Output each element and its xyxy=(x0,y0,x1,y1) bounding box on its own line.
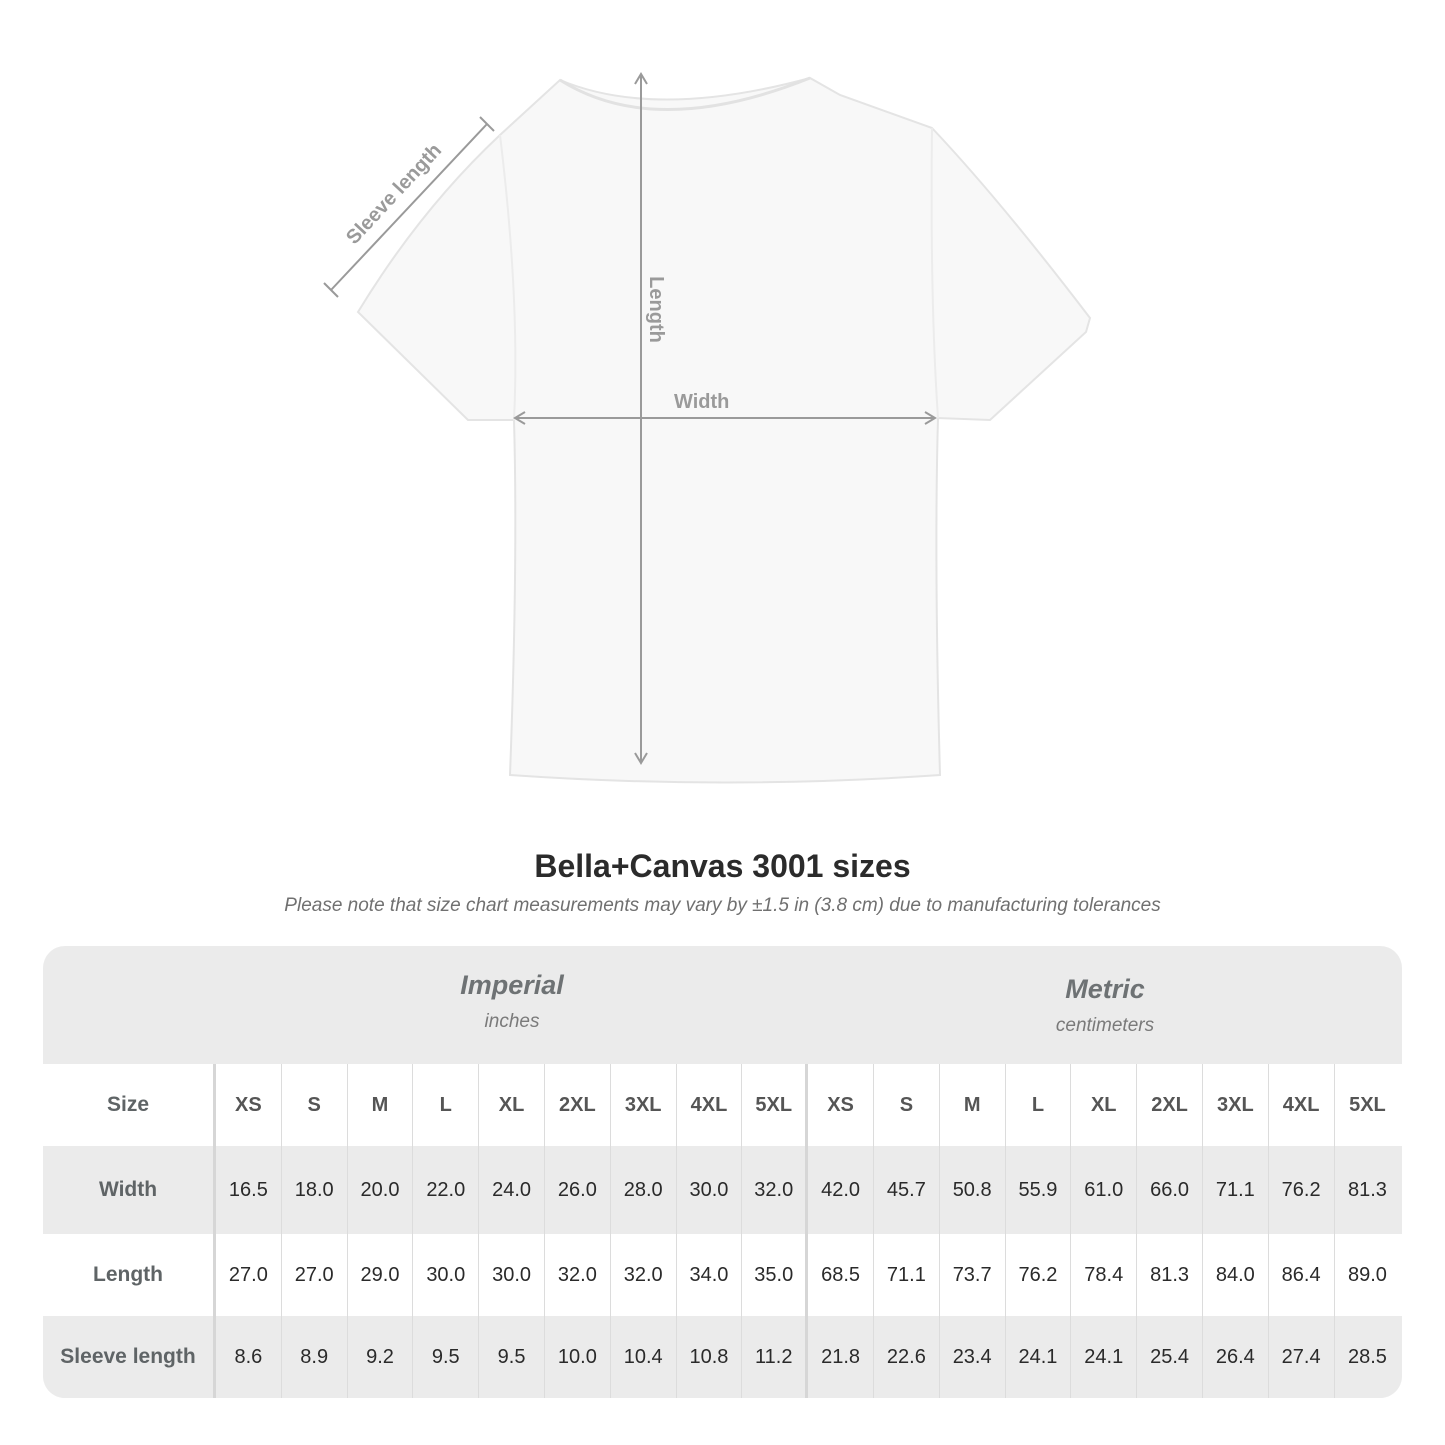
row-label: Width xyxy=(43,1146,216,1234)
metric-value-cell: 76.2 xyxy=(1006,1234,1072,1316)
imperial-value-cell: 32.0 xyxy=(742,1146,809,1234)
imperial-value-cell: 29.0 xyxy=(348,1234,414,1316)
size-header-cell: L xyxy=(413,1064,480,1146)
metric-value-cell: 23.4 xyxy=(940,1316,1006,1398)
row-label: Sleeve length xyxy=(43,1316,216,1398)
length-label: Length xyxy=(644,276,667,343)
size-header-cell: S xyxy=(282,1064,348,1146)
size-header-cell: M xyxy=(940,1064,1006,1146)
size-header-cell: XS xyxy=(808,1064,874,1146)
metric-value-cell: 76.2 xyxy=(1269,1146,1335,1234)
metric-value-cell: 22.6 xyxy=(874,1316,940,1398)
imperial-value-cell: 10.0 xyxy=(545,1316,611,1398)
imperial-title: Imperial xyxy=(460,970,564,1000)
table-row: Sleeve length 8.6 8.9 9.2 9.5 9.5 10.0 10.4 10.8… xyxy=(43,1316,1402,1398)
size-header-cell: XL xyxy=(1071,1064,1138,1146)
width-label: Width xyxy=(674,391,730,413)
size-header-cell: XL xyxy=(479,1064,545,1146)
metric-value-cell: 81.3 xyxy=(1137,1234,1203,1316)
metric-value-cell: 71.1 xyxy=(1203,1146,1269,1234)
metric-value-cell: 86.4 xyxy=(1269,1234,1335,1316)
imperial-value-cell: 22.0 xyxy=(413,1146,480,1234)
metric-value-cell: 61.0 xyxy=(1071,1146,1138,1234)
metric-value-cell: 84.0 xyxy=(1203,1234,1269,1316)
tshirt-diagram xyxy=(323,72,1092,784)
size-header-row: Size XS S M L XL 2XL 3XL 4XL 5XL XS S M L XL 2XL 3XL 4XL 5… xyxy=(43,1064,1402,1146)
metric-value-cell: 55.9 xyxy=(1006,1146,1072,1234)
imperial-value-cell: 32.0 xyxy=(611,1234,677,1316)
imperial-value-cell: 11.2 xyxy=(742,1316,809,1398)
imperial-value-cell: 8.6 xyxy=(216,1316,282,1398)
imperial-value-cell: 30.0 xyxy=(413,1234,480,1316)
metric-value-cell: 50.8 xyxy=(940,1146,1006,1234)
table-row: Width 16.5 18.0 20.0 22.0 24.0 26.0 28.0 30.0 32.… xyxy=(43,1146,1402,1234)
metric-value-cell: 25.4 xyxy=(1137,1316,1203,1398)
imperial-value-cell: 28.0 xyxy=(611,1146,677,1234)
size-header-cell: L xyxy=(1006,1064,1072,1146)
metric-title: Metric xyxy=(1065,974,1145,1004)
size-header-cell: 4XL xyxy=(677,1064,743,1146)
chart-title: Bella+Canvas 3001 sizes xyxy=(534,848,911,884)
metric-value-cell: 71.1 xyxy=(874,1234,940,1316)
imperial-value-cell: 30.0 xyxy=(479,1234,545,1316)
imperial-value-cell: 9.2 xyxy=(348,1316,414,1398)
row-label: Size xyxy=(43,1064,216,1146)
imperial-unit: inches xyxy=(484,1011,540,1032)
tolerance-note: Please note that size chart measurements… xyxy=(284,895,1161,916)
metric-value-cell: 26.4 xyxy=(1203,1316,1269,1398)
size-header-cell: 3XL xyxy=(611,1064,677,1146)
metric-value-cell: 21.8 xyxy=(808,1316,874,1398)
metric-value-cell: 66.0 xyxy=(1137,1146,1203,1234)
metric-value-cell: 81.3 xyxy=(1347,1178,1387,1201)
imperial-value-cell: 16.5 xyxy=(216,1146,282,1234)
size-header-cell: XS xyxy=(216,1064,282,1146)
imperial-value-cell: 26.0 xyxy=(545,1146,611,1234)
metric-value-cell: 42.0 xyxy=(808,1146,874,1234)
row-label: Length xyxy=(43,1234,216,1316)
metric-value-cell: 27.4 xyxy=(1269,1316,1335,1398)
size-header-cell: 2XL xyxy=(1137,1064,1203,1146)
imperial-value-cell: 10.8 xyxy=(677,1316,743,1398)
imperial-value-cell: 27.0 xyxy=(282,1234,348,1316)
imperial-value-cell: 27.0 xyxy=(216,1234,282,1316)
size-header-cell: S xyxy=(874,1064,940,1146)
size-header-cell: 4XL xyxy=(1269,1064,1335,1146)
metric-unit: centimeters xyxy=(1055,1015,1155,1036)
metric-value-cell: 45.7 xyxy=(874,1146,940,1234)
size-header-cell: 2XL xyxy=(545,1064,611,1146)
metric-value-cell: 89.0 xyxy=(1347,1263,1387,1286)
imperial-value-cell: 18.0 xyxy=(282,1146,348,1234)
size-table: Imperial inches Metric centimeters Size X… xyxy=(43,946,1402,1398)
tshirt-shape xyxy=(356,76,1092,784)
size-header-cell: 3XL xyxy=(1203,1064,1269,1146)
imperial-header: Imperial inches xyxy=(216,946,808,1064)
imperial-value-cell: 32.0 xyxy=(545,1234,611,1316)
imperial-value-cell: 10.4 xyxy=(611,1316,677,1398)
metric-value-cell: 68.5 xyxy=(808,1234,874,1316)
size-header-cell: 5XL xyxy=(742,1064,809,1146)
metric-value-cell: 73.7 xyxy=(940,1234,1006,1316)
size-header-cell: M xyxy=(348,1064,414,1146)
imperial-value-cell: 20.0 xyxy=(348,1146,414,1234)
imperial-value-cell: 24.0 xyxy=(479,1146,545,1234)
imperial-value-cell: 34.0 xyxy=(677,1234,743,1316)
imperial-value-cell: 9.5 xyxy=(479,1316,545,1398)
imperial-value-cell: 35.0 xyxy=(742,1234,809,1316)
metric-value-cell: 28.5 xyxy=(1347,1345,1387,1368)
metric-header: Metric centimeters xyxy=(808,946,1402,1064)
metric-value-cell: 24.1 xyxy=(1071,1316,1138,1398)
imperial-value-cell: 9.5 xyxy=(413,1316,480,1398)
metric-value-cell: 78.4 xyxy=(1071,1234,1138,1316)
imperial-value-cell: 8.9 xyxy=(282,1316,348,1398)
imperial-value-cell: 30.0 xyxy=(677,1146,743,1234)
size-header-cell: 5XL xyxy=(1349,1093,1386,1116)
sleeve-measure-line xyxy=(330,123,488,291)
metric-value-cell: 24.1 xyxy=(1006,1316,1072,1398)
table-row: Length 27.0 27.0 29.0 30.0 30.0 32.0 32.0 34.0 35… xyxy=(43,1234,1402,1316)
